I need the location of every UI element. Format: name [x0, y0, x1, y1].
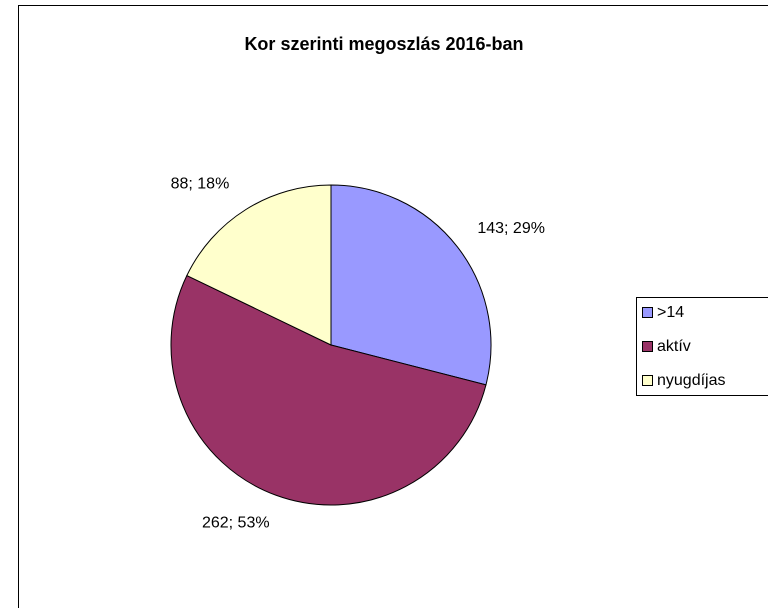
pie-slice	[330, 184, 492, 386]
legend-label: aktív	[657, 338, 691, 355]
legend-label: nyugdíjas	[657, 372, 726, 389]
chart-title: Kor szerinti megoszlás 2016-ban	[244, 34, 523, 54]
legend-label: >14	[657, 304, 684, 321]
legend-swatch	[642, 307, 653, 318]
legend-swatch	[642, 341, 653, 352]
pie-slice	[170, 274, 487, 506]
legend-box	[636, 297, 768, 396]
data-label: 88; 18%	[171, 175, 230, 192]
pie-slice	[186, 184, 332, 346]
data-label: 262; 53%	[202, 515, 270, 532]
legend-swatch	[642, 375, 653, 386]
data-label: 143; 29%	[477, 220, 545, 237]
